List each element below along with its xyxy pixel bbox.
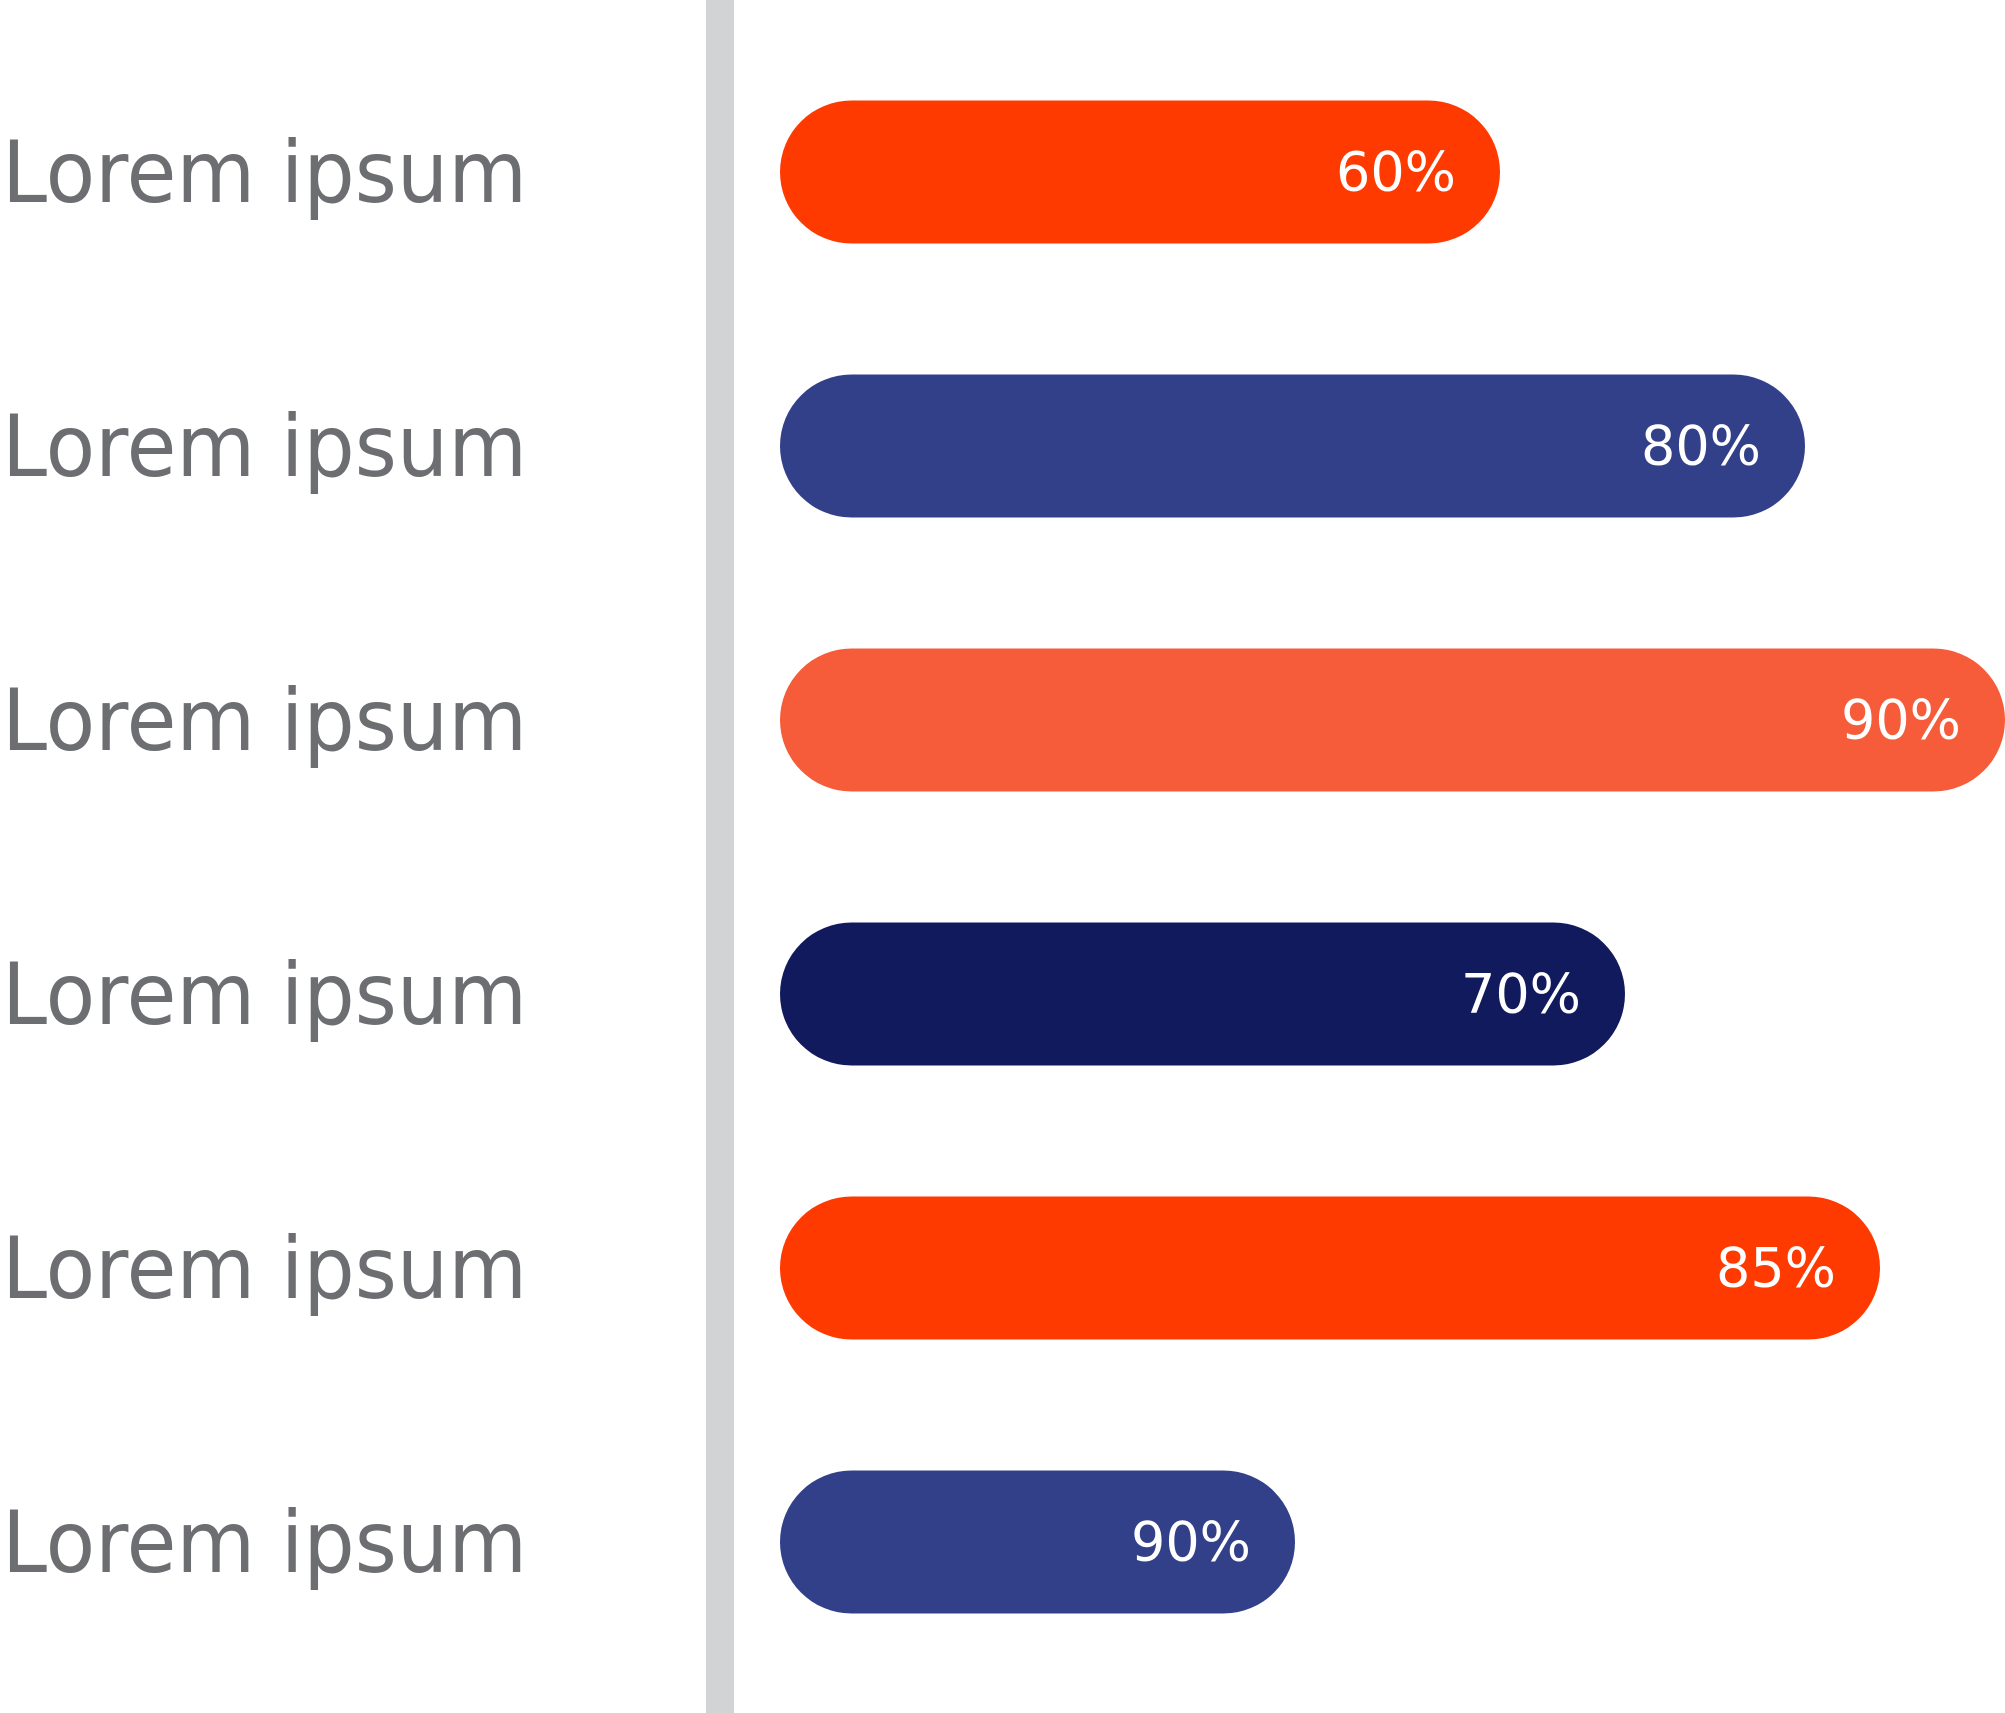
bar-value-label: 90% [1131,1511,1251,1574]
axis-line [706,0,734,1713]
category-label: Lorem ipsum [2,123,527,223]
bar-value-label: 85% [1716,1237,1836,1300]
category-label: Lorem ipsum [2,945,527,1045]
bar-value-label: 90% [1841,689,1961,752]
category-label: Lorem ipsum [2,671,527,771]
bar [780,374,1805,518]
bar [780,922,1625,1066]
bar-value-label: 70% [1461,963,1581,1026]
bar [780,100,1500,244]
bars-group: 60% 80% 90% 70% 85% 90% [780,100,2005,1614]
category-label: Lorem ipsum [2,1219,527,1319]
bar [780,1196,1880,1340]
category-label: Lorem ipsum [2,397,527,497]
category-label: Lorem ipsum [2,1493,527,1593]
bar-value-label: 80% [1641,415,1761,478]
bar-value-label: 60% [1336,141,1456,204]
category-labels-group: Lorem ipsum Lorem ipsum Lorem ipsum Lorem i… [2,123,527,1593]
bar [780,648,2005,792]
bar [780,1470,1295,1614]
